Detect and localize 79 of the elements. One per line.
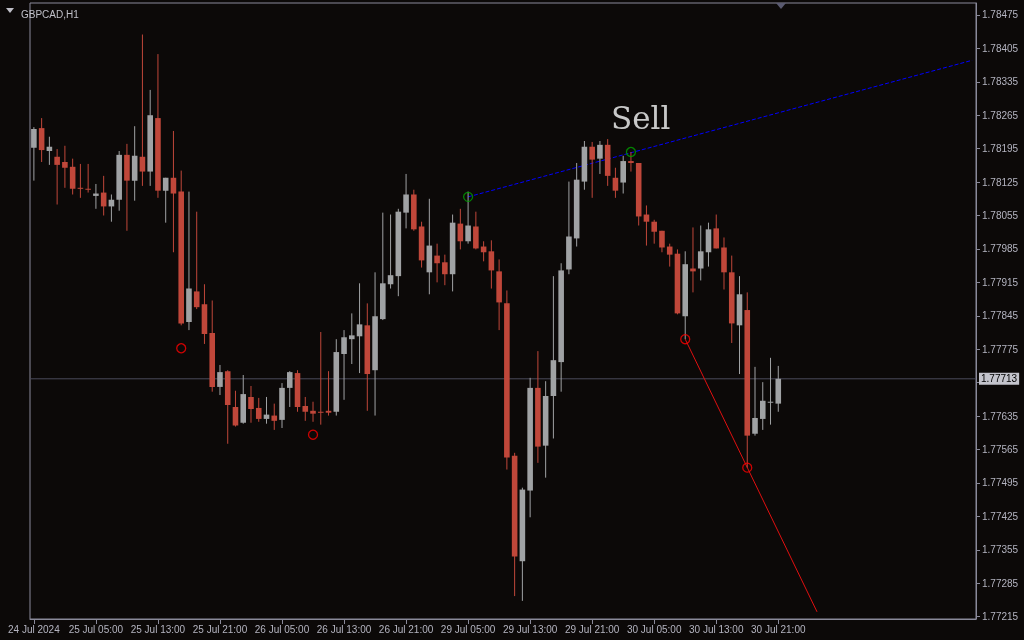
candlestick [349,312,355,365]
candlestick [54,148,60,206]
candlestick [713,214,720,249]
x-tick-label: 29 Jul 05:00 [440,623,496,635]
candlestick [255,397,262,423]
candlestick [325,370,332,417]
candlestick [759,381,766,431]
candlestick [666,243,673,268]
annotation: Sell [611,99,671,136]
candlestick [356,282,363,374]
ref-line-label: 1.77713 [981,373,1018,385]
point [680,334,691,345]
x-tick-label: 30 Jul 05:00 [626,623,682,635]
y-tick-label: 1.78335 [982,76,1019,88]
candlestick [597,140,603,175]
y-tick-label: 1.78265 [982,109,1019,121]
point [307,429,319,440]
candlestick [271,403,278,431]
y-tick-label: 1.77215 [982,611,1019,623]
candlestick [651,219,657,245]
y-tick-label: 1.77425 [982,510,1019,522]
candlestick [442,254,448,286]
candlestick [31,126,37,182]
candlestick [434,243,440,283]
y-tick-label: 1.77915 [982,276,1019,288]
point [176,343,187,354]
candlestick [232,390,239,428]
x-tick-label: 30 Jul 13:00 [688,623,744,635]
candlestick [139,34,146,187]
candlestick [162,177,169,224]
y-tick-label: 1.78195 [982,143,1019,155]
y-tick-label: 1.77845 [982,310,1019,322]
y-tick-label: 1.77495 [982,477,1019,489]
candlestick [217,364,223,396]
x-tick-label: 24 Jul 2024 [8,623,61,635]
candlestick [752,366,758,437]
candlestick [403,173,409,229]
text: GBPCAD,H1 [21,8,80,20]
y-tick-label: 1.77285 [982,577,1019,589]
y-tick-label: 1.77775 [982,343,1019,355]
candlestick [465,191,471,245]
candlestick [705,222,712,268]
candlestick [589,141,595,199]
y-tick-label: 1.78055 [982,210,1019,221]
candlestick [170,130,177,253]
candlestick [286,370,293,408]
candlestick [62,145,68,189]
point [742,462,753,473]
y-tick-label: 1.77565 [982,443,1019,455]
candlestick [341,329,347,401]
candlestick [473,211,479,250]
y-tick-label: 1.77985 [982,243,1019,255]
candlestick [628,151,634,173]
y-tick-label: 1.77635 [982,410,1019,422]
candlestick [620,155,626,195]
x-tick-label: 29 Jul 21:00 [564,623,620,635]
candlestick [85,163,91,194]
x-tick-label: 25 Jul 05:00 [68,623,124,635]
y-tick-label: 1.78125 [982,176,1019,188]
x-tick-label: 30 Jul 21:00 [751,623,806,635]
candlestick [317,331,324,426]
x-tick-label: 26 Jul 21:00 [378,623,434,635]
x-tick-label: 26 Jul 05:00 [254,623,310,635]
candlestick [248,385,254,424]
candlestick [93,183,99,210]
candlestick [310,401,316,423]
x-tick-label: 26 Jul 13:00 [316,623,372,635]
candlestick [612,167,619,199]
candlestick [193,211,200,310]
candlestick [302,396,309,422]
y-tick-label: 1.78475 [982,9,1019,21]
point [462,191,474,203]
candlestick [697,225,704,281]
x-tick-label: 25 Jul 21:00 [192,623,248,635]
y-tick-label: 1.77355 [982,544,1019,556]
x-tick-label: 25 Jul 13:00 [130,623,186,635]
point [625,146,637,158]
y-tick-label: 1.78405 [982,42,1019,54]
x-tick-label: 29 Jul 13:00 [502,623,558,635]
